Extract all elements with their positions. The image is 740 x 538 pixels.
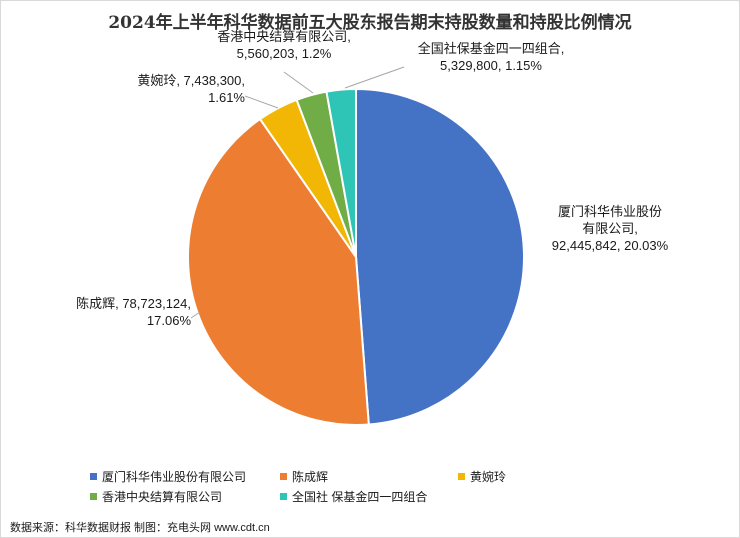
data-label-0: 厦门科华伟业股份有限公司, 92,445,842, 20.03% [552,204,669,253]
pie-slice-0 [355,87,525,426]
leader-line-3 [283,71,314,94]
legend-label: 黄婉玲 [470,470,507,484]
leader-line-4 [344,66,405,89]
data-label-3: 香港中央结算有限公司, 5,560,203, 1.2% [217,29,351,61]
source-note: 数据来源：科华数据财报 制图：充电头网 www.cdt.cn [10,522,270,534]
leader-line-1 [190,311,201,319]
pie-slice-4 [325,87,357,258]
legend-label: 香港中央结算有限公司 [102,490,223,504]
legend-swatch [90,493,97,500]
legend-item-hkscc: 香港中央结算有限公司 [90,488,222,505]
data-label-4: 全国社保基金四一四组合, 5,329,800, 1.15% [418,41,565,73]
legend-item-huang-wanling: 黄婉玲 [458,468,506,485]
data-label-2: 黄婉玲, 7,438,300, 1.61% [137,73,245,105]
data-label-1: 陈成辉, 78,723,124, 17.06% [76,296,191,328]
legend-swatch [280,493,287,500]
legend-item-ssf-414: 全国社 保基金四一四组合 [280,488,427,505]
legend-label: 陈成辉 [292,470,329,484]
chart-title: 2024年上半年科华数据前五大股东报告期末持股数量和持股比例情况 [108,13,632,33]
legend-swatch [90,473,97,480]
legend-item-chen-chenghui: 陈成辉 [280,468,328,485]
legend-item-kehua-weiye: 厦门科华伟业股份有限公司 [90,468,246,485]
legend-label: 厦门科华伟业股份有限公司 [102,470,247,484]
legend-swatch [458,473,465,480]
legend-swatch [280,473,287,480]
leader-line-2 [244,95,279,109]
legend-label: 全国社 保基金四一四组合 [292,490,428,504]
